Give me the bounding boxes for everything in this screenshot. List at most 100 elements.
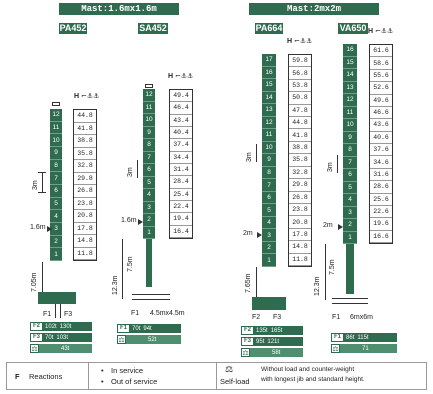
dim-line: [38, 172, 46, 173]
mast-section: 14: [262, 92, 276, 105]
height-value: 11.8: [289, 254, 311, 266]
legend-service-cell: • In service • Out of service: [89, 363, 217, 389]
reaction-label-f3: F3: [273, 314, 282, 321]
header-mast-2: Mast:2mx2m: [249, 3, 379, 15]
out-service-value: 165t: [270, 327, 283, 334]
mast-section: 10: [50, 134, 62, 147]
legend-f-label: F: [15, 372, 20, 381]
height-value: 26.8: [74, 185, 96, 198]
mast-section: 9: [50, 147, 62, 160]
out-service-value: 121t: [267, 338, 280, 345]
height-value: 11.8: [74, 248, 96, 260]
height-value: 49.6: [370, 95, 392, 107]
mast-section: 7: [262, 179, 276, 192]
height-value: 34.4: [170, 152, 192, 164]
height-value: 22.4: [170, 201, 192, 214]
dim-base-sa452: 4.5mx4.5m: [150, 310, 185, 317]
in-service-value: 70t: [132, 325, 141, 332]
dim-mast-sa452: 1.6m: [121, 217, 137, 224]
height-value: 46.6: [370, 107, 392, 120]
mast-section: 4: [343, 194, 357, 207]
mast-section: 1: [143, 227, 155, 239]
mast-va650: 16 15 14 13 12 11 10 9 8 7 6 5 4 3 2 1: [343, 44, 357, 244]
mast-section: 4: [143, 189, 155, 202]
model-label-pa664: PA664: [255, 23, 283, 34]
self-load-value: 58t: [272, 349, 281, 356]
mast-pa664: 17 16 15 14 13 12 11 10 9 8 7 6 5 4 3 2 1: [262, 54, 276, 267]
height-value: 35.8: [74, 148, 96, 160]
weight-icon: ⚖: [241, 348, 250, 357]
mast-section: 5: [50, 198, 62, 211]
mast-section: 5: [262, 204, 276, 217]
reaction-key: F2: [242, 327, 254, 334]
header-mast-1-6: Mast:1.6mx1.6m: [59, 3, 179, 15]
mast-section: 8: [343, 144, 357, 157]
mast-section: 3: [343, 207, 357, 219]
dim-line: [122, 239, 123, 299]
legend-note-line2: with longest jib and standard height.: [261, 376, 365, 383]
base-block-pa664: [252, 297, 286, 310]
mast-section: 12: [50, 109, 62, 122]
reaction-row: F3 95t 121t: [241, 337, 303, 346]
mast-section: 9: [143, 127, 155, 139]
height-value: 49.4: [170, 90, 192, 103]
lower-mast-va650: [346, 244, 354, 294]
mast-section: 2: [50, 236, 62, 249]
reaction-key: F3: [31, 334, 43, 341]
reaction-key: F3: [242, 338, 254, 345]
base-block-pa452: [38, 292, 76, 304]
self-load-row: ⚖ 52t: [117, 335, 181, 344]
mast-section: 3: [262, 229, 276, 242]
dim-mast-pa452: 1.6m: [30, 224, 46, 231]
in-service-value: 135t: [256, 327, 268, 334]
reaction-key: F1: [332, 334, 344, 341]
out-service-value: 94t: [143, 325, 152, 332]
height-table-sa452: 49.4 46.4 43.4 40.4 37.4 34.4 31.4 28.4 25.4 22.4…: [169, 89, 193, 239]
reaction-row: F1 70t 94t: [117, 324, 181, 333]
reaction-key: F2: [31, 323, 43, 330]
height-value: 19.6: [370, 218, 392, 231]
mast-sa452: 12 11 10 9 8 7 6 5 4 3 2 1: [143, 89, 155, 239]
mast-section: 3: [50, 223, 62, 236]
reaction-label-f3: F3: [64, 311, 73, 318]
reaction-label-f1: F1: [131, 310, 140, 317]
mast-section: 4: [50, 210, 62, 223]
mast-section: 2: [343, 219, 357, 232]
weight-icon: ⚖: [331, 344, 340, 353]
height-label: H: [168, 73, 174, 80]
mast-section: 10: [262, 142, 276, 155]
arrow-icon: [257, 232, 262, 238]
legend-self-load: Self-load: [220, 377, 250, 386]
out-service-value: 103t: [56, 334, 69, 341]
mast-section: 8: [50, 160, 62, 173]
dim-total-va650: 12.3m: [314, 276, 321, 296]
reaction-arrow: [60, 304, 61, 318]
mast-section: 10: [343, 119, 357, 132]
height-value: 34.6: [370, 156, 392, 169]
height-value: 50.8: [289, 92, 311, 105]
hook-icon: ⌐⚓⚓: [175, 72, 194, 80]
height-value: 61.6: [370, 45, 392, 58]
mast-section: 5: [143, 177, 155, 189]
height-value: 28.6: [370, 181, 392, 194]
self-load-row: ⚖ 71: [331, 344, 397, 353]
mast-section: 7: [343, 157, 357, 169]
mast-section: 6: [143, 164, 155, 177]
height-value: 23.8: [289, 204, 311, 217]
mast-section: 3: [143, 202, 155, 214]
dim-base-pa452: 7.05m: [31, 272, 38, 292]
height-value: 16.4: [170, 226, 192, 238]
mast-section: 8: [262, 167, 276, 180]
mast-section: 12: [262, 117, 276, 130]
reaction-row: F2 135t 165t: [241, 326, 303, 335]
height-value: 29.8: [289, 179, 311, 192]
in-service-value: 95t: [256, 338, 265, 345]
height-value: 43.6: [370, 119, 392, 132]
dim-lower-va650: 7.5m: [329, 259, 336, 275]
height-value: 20.8: [74, 210, 96, 223]
height-value: 56.8: [289, 67, 311, 80]
mast-section: 1: [262, 254, 276, 267]
height-label: H: [74, 93, 80, 100]
mast-section: 5: [343, 182, 357, 194]
height-value: 52.6: [370, 82, 392, 95]
